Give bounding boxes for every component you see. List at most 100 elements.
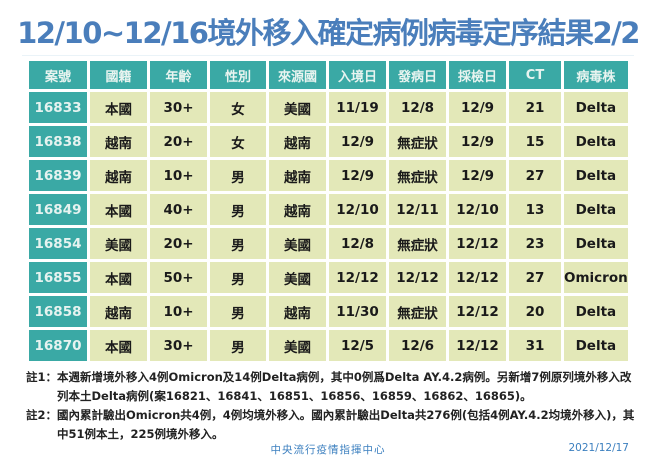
table-row: 16849 本國 40+ 男 越南 12/10 12/11 12/10 13 D… (29, 194, 628, 225)
cell-case-no: 16838 (29, 126, 87, 157)
cell-sex: 女 (210, 92, 266, 123)
cell-case-no: 16849 (29, 194, 87, 225)
cell-case-no: 16858 (29, 296, 87, 327)
cell-age: 50+ (150, 262, 207, 293)
cell-ct: 27 (509, 262, 561, 293)
cell-entry-date: 12/10 (329, 194, 386, 225)
notes-section: 註1： 本週新增境外移入4例Omicron及14例Delta病例，其中0例爲De… (26, 368, 636, 444)
table-row: 16870 本國 30+ 男 美國 12/5 12/6 12/12 31 Del… (29, 330, 628, 361)
cell-sample-date: 12/9 (449, 126, 506, 157)
cell-ct: 21 (509, 92, 561, 123)
cell-source-country: 美國 (269, 262, 326, 293)
cell-onset-date: 12/12 (389, 262, 446, 293)
cell-source-country: 越南 (269, 296, 326, 327)
cell-nationality: 本國 (90, 262, 147, 293)
cell-ct: 15 (509, 126, 561, 157)
cell-nationality: 本國 (90, 194, 147, 225)
cell-nationality: 本國 (90, 330, 147, 361)
cell-sex: 男 (210, 228, 266, 259)
cell-source-country: 美國 (269, 330, 326, 361)
header-sample-date: 採檢日 (449, 61, 506, 89)
cell-age: 20+ (150, 228, 207, 259)
note-label: 註2： (26, 408, 58, 422)
page-title: 12/10~12/16境外移入確定病例病毒定序結果2/2 (17, 16, 640, 50)
cell-entry-date: 11/30 (329, 296, 386, 327)
cell-onset-date: 12/11 (389, 194, 446, 225)
cell-onset-date: 12/6 (389, 330, 446, 361)
cell-strain: Omicron (564, 262, 628, 293)
cell-ct: 27 (509, 160, 561, 191)
cell-case-no: 16855 (29, 262, 87, 293)
header-onset-date: 發病日 (389, 61, 446, 89)
table-header-row: 案號 國籍 年齡 性別 來源國 入境日 發病日 採檢日 CT 病毒株 (29, 61, 628, 89)
cell-sample-date: 12/9 (449, 160, 506, 191)
cell-ct: 31 (509, 330, 561, 361)
header-entry-date: 入境日 (329, 61, 386, 89)
header-case-no: 案號 (29, 61, 87, 89)
footer-date: 2021/12/17 (568, 442, 629, 454)
cell-onset-date: 12/8 (389, 92, 446, 123)
table-row: 16855 本國 50+ 男 美國 12/12 12/12 12/12 27 O… (29, 262, 628, 293)
cell-source-country: 越南 (269, 194, 326, 225)
header-age: 年齡 (150, 61, 207, 89)
cell-source-country: 美國 (269, 92, 326, 123)
cell-source-country: 美國 (269, 228, 326, 259)
cell-onset-date: 無症狀 (389, 160, 446, 191)
cell-strain: Delta (564, 194, 628, 225)
cell-age: 10+ (150, 296, 207, 327)
cell-sample-date: 12/12 (449, 296, 506, 327)
note-1: 註1： 本週新增境外移入4例Omicron及14例Delta病例，其中0例爲De… (26, 368, 636, 406)
cell-ct: 20 (509, 296, 561, 327)
cell-nationality: 越南 (90, 160, 147, 191)
note-text: 本週新增境外移入4例Omicron及14例Delta病例，其中0例爲Delta … (57, 370, 632, 403)
cell-sample-date: 12/9 (449, 92, 506, 123)
cell-age: 20+ (150, 126, 207, 157)
table-row: 16854 美國 20+ 男 美國 12/8 無症狀 12/12 23 Delt… (29, 228, 628, 259)
cell-nationality: 越南 (90, 126, 147, 157)
cell-strain: Delta (564, 330, 628, 361)
cell-onset-date: 無症狀 (389, 228, 446, 259)
cell-age: 30+ (150, 330, 207, 361)
cell-sample-date: 12/12 (449, 228, 506, 259)
cell-entry-date: 12/12 (329, 262, 386, 293)
note-2: 註2： 國內累計驗出Omicron共4例，4例均境外移入。國內累計驗出Delta… (26, 406, 636, 444)
cell-onset-date: 無症狀 (389, 296, 446, 327)
cell-sex: 男 (210, 262, 266, 293)
cell-entry-date: 12/8 (329, 228, 386, 259)
cell-sample-date: 12/12 (449, 262, 506, 293)
cell-case-no: 16854 (29, 228, 87, 259)
cell-sample-date: 12/12 (449, 330, 506, 361)
cell-entry-date: 12/9 (329, 160, 386, 191)
cell-entry-date: 12/5 (329, 330, 386, 361)
cell-source-country: 越南 (269, 160, 326, 191)
cell-case-no: 16833 (29, 92, 87, 123)
header-source-country: 來源國 (269, 61, 326, 89)
cell-sample-date: 12/10 (449, 194, 506, 225)
sequencing-results-table: 案號 國籍 年齡 性別 來源國 入境日 發病日 採檢日 CT 病毒株 16833… (26, 58, 631, 364)
cell-sex: 男 (210, 194, 266, 225)
cell-sex: 女 (210, 126, 266, 157)
header-strain: 病毒株 (564, 61, 628, 89)
cell-sex: 男 (210, 160, 266, 191)
header-nationality: 國籍 (90, 61, 147, 89)
cell-strain: Delta (564, 228, 628, 259)
cell-strain: Delta (564, 296, 628, 327)
cell-nationality: 美國 (90, 228, 147, 259)
cell-age: 40+ (150, 194, 207, 225)
header-ct: CT (509, 61, 561, 89)
cell-sex: 男 (210, 330, 266, 361)
title-divider (22, 55, 634, 56)
cell-ct: 13 (509, 194, 561, 225)
cell-age: 10+ (150, 160, 207, 191)
cell-strain: Delta (564, 126, 628, 157)
cell-strain: Delta (564, 160, 628, 191)
cell-entry-date: 11/19 (329, 92, 386, 123)
cell-entry-date: 12/9 (329, 126, 386, 157)
cell-nationality: 越南 (90, 296, 147, 327)
cell-age: 30+ (150, 92, 207, 123)
table-row: 16833 本國 30+ 女 美國 11/19 12/8 12/9 21 Del… (29, 92, 628, 123)
cell-onset-date: 無症狀 (389, 126, 446, 157)
cell-strain: Delta (564, 92, 628, 123)
table-row: 16858 越南 10+ 男 越南 11/30 無症狀 12/12 20 Del… (29, 296, 628, 327)
footer-organization: 中央流行疫情指揮中心 (270, 444, 386, 456)
